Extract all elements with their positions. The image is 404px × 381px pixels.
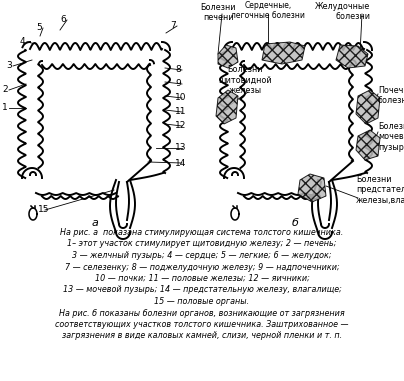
Text: 10 — почки; 11 — половые железы; 12 — яичники;: 10 — почки; 11 — половые железы; 12 — яи… <box>95 274 309 283</box>
Polygon shape <box>336 45 368 68</box>
Text: 1– этот участок стимулирует щитовидную железу; 2 — печень;: 1– этот участок стимулирует щитовидную ж… <box>67 240 337 248</box>
Text: Болезни
предстательной
железы,влагалища: Болезни предстательной железы,влагалища <box>356 175 404 205</box>
Text: Болезни
мочевого
пузыря: Болезни мочевого пузыря <box>378 122 404 152</box>
Text: 13 — мочевой пузырь; 14 — предстательную железу, влагалище;: 13 — мочевой пузырь; 14 — предстательную… <box>63 285 341 295</box>
Text: 3: 3 <box>6 61 12 70</box>
Text: б: б <box>292 218 299 228</box>
Text: 14: 14 <box>175 158 186 168</box>
Text: 15: 15 <box>38 205 50 215</box>
Text: 4: 4 <box>20 37 25 46</box>
Text: 7: 7 <box>170 21 176 30</box>
Text: 3 — желчный пузырь; 4 — сердце; 5 — легкие; 6 — желудок;: 3 — желчный пузырь; 4 — сердце; 5 — легк… <box>72 251 332 260</box>
Text: 11: 11 <box>175 107 187 117</box>
Text: На рис. а  показана стимулирующая система толстого кишечника.: На рис. а показана стимулирующая система… <box>60 228 344 237</box>
Text: 13: 13 <box>175 144 187 152</box>
Text: 12: 12 <box>175 122 186 131</box>
Text: соответствующих участков толстого кишечника. Заштрихованное —: соответствующих участков толстого кишечн… <box>55 320 349 329</box>
Text: Болезни
щитовидной
железы: Болезни щитовидной железы <box>218 65 272 95</box>
Text: загрязнения в виде каловых камней, слизи, черной пленки и т. п.: загрязнения в виде каловых камней, слизи… <box>62 331 342 341</box>
Text: Почечные
болезни: Почечные болезни <box>378 86 404 106</box>
Text: Сердечные,
легочные болезни: Сердечные, легочные болезни <box>231 1 305 21</box>
Text: На рис. б показаны болезни органов, возникающие от загрязнения: На рис. б показаны болезни органов, возн… <box>59 309 345 317</box>
Text: 8: 8 <box>175 66 181 75</box>
Polygon shape <box>216 90 238 124</box>
Text: 7 — селезенку; 8 — поджелудочную железу; 9 — надпочечники;: 7 — селезенку; 8 — поджелудочную железу;… <box>65 263 339 272</box>
Text: а: а <box>92 218 99 228</box>
Text: 15 — половые органы.: 15 — половые органы. <box>154 297 250 306</box>
Polygon shape <box>262 42 305 64</box>
Text: 2: 2 <box>2 85 8 94</box>
Polygon shape <box>356 90 380 124</box>
Text: 1: 1 <box>2 104 8 112</box>
Text: Желудочные
болезни: Желудочные болезни <box>315 2 370 21</box>
Text: 9: 9 <box>175 80 181 88</box>
Text: 10: 10 <box>175 93 187 102</box>
Polygon shape <box>298 174 326 202</box>
Text: 6: 6 <box>60 16 66 24</box>
Text: 5: 5 <box>36 24 42 32</box>
Text: Болезни
печени: Болезни печени <box>200 3 236 22</box>
Polygon shape <box>356 130 380 160</box>
Polygon shape <box>218 45 238 68</box>
